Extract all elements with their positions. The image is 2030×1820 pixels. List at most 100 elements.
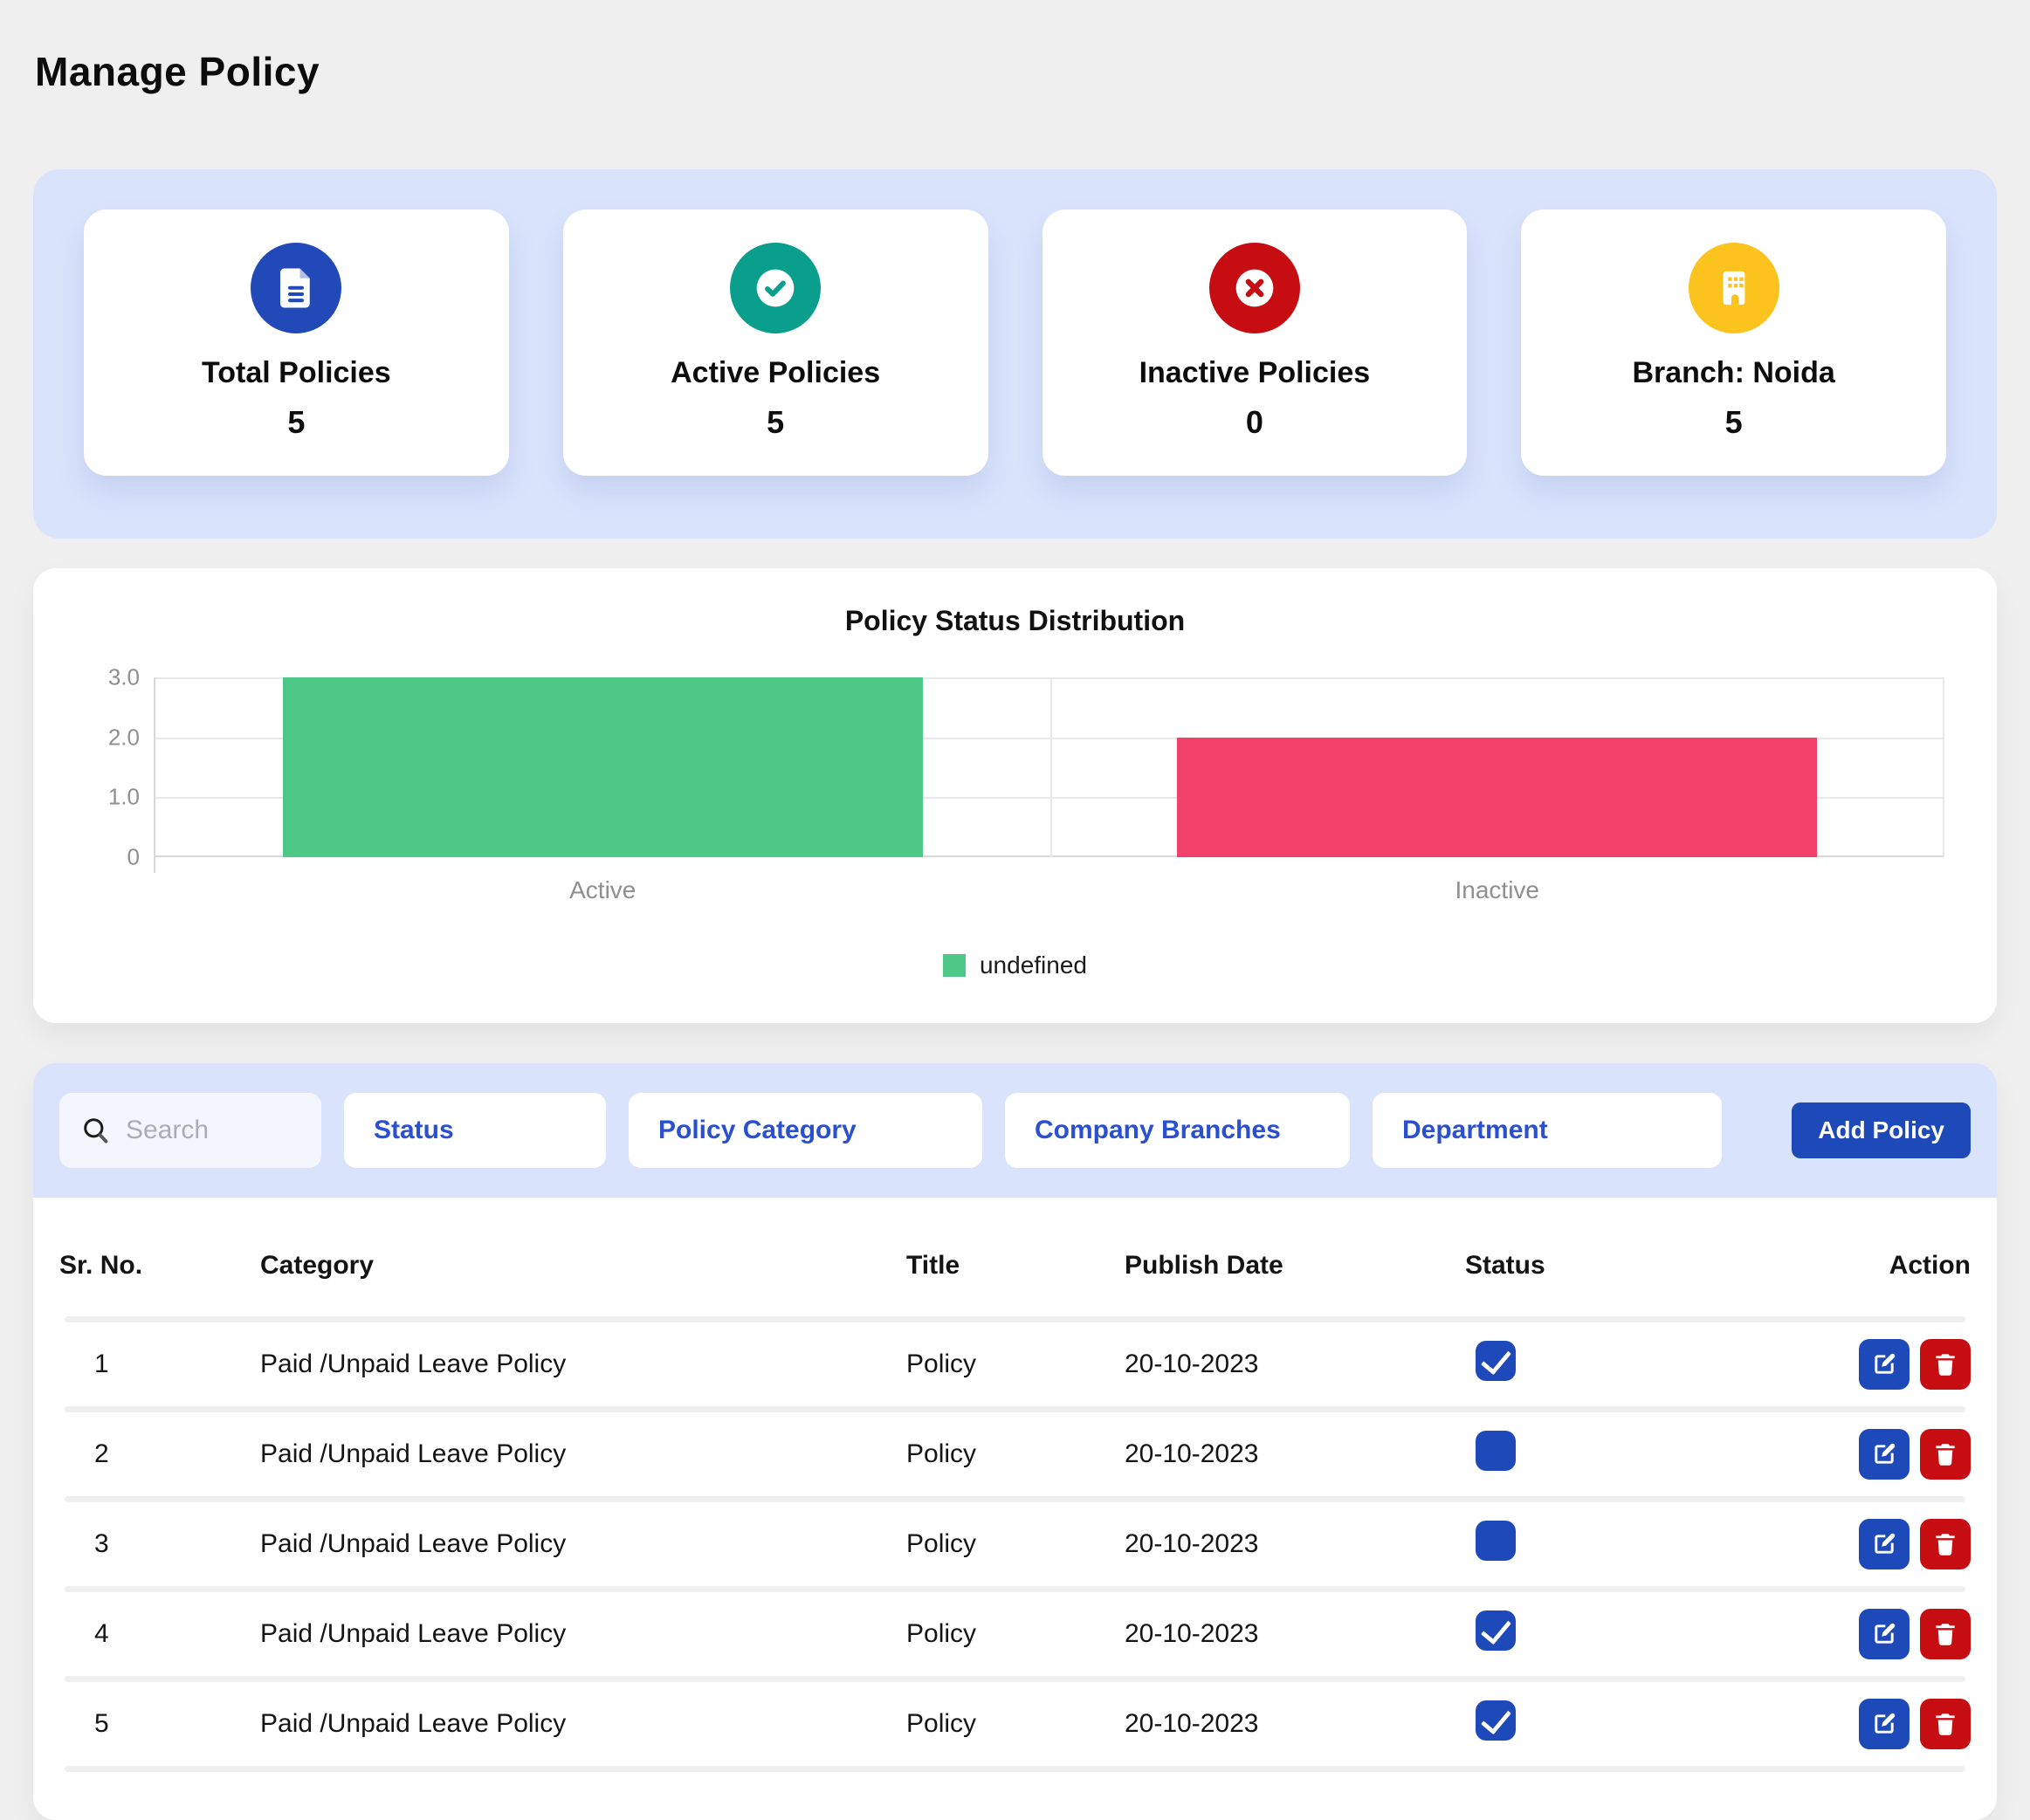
cell-category: Paid /Unpaid Leave Policy (260, 1439, 567, 1468)
search-input[interactable] (126, 1116, 300, 1145)
status-checkbox[interactable] (1476, 1431, 1516, 1471)
y-tick: 3.0 (107, 663, 140, 690)
stat-value: 5 (287, 404, 306, 440)
check-circle-icon (730, 243, 822, 333)
chart-legend: undefined (86, 951, 1944, 979)
delete-button[interactable] (1920, 1429, 1971, 1480)
plot-area (154, 677, 1944, 873)
cell-sr-no: 1 (94, 1350, 109, 1378)
edit-button[interactable] (1859, 1699, 1910, 1749)
dropdown-status[interactable]: Status (344, 1093, 606, 1168)
status-checkbox[interactable] (1476, 1611, 1516, 1651)
cell-title: Policy (906, 1529, 977, 1558)
cell-publish-date: 20-10-2023 (1125, 1619, 1259, 1648)
edit-button[interactable] (1859, 1609, 1910, 1659)
bar-chart: 3.0 2.0 1.0 0 (86, 664, 1944, 873)
column-header-status: Status (1465, 1251, 1545, 1280)
edit-button[interactable] (1859, 1339, 1910, 1390)
row-divider (65, 1586, 1965, 1592)
stat-card-branch: Branch: Noida 5 (1521, 209, 1946, 476)
row-divider (65, 1316, 1965, 1322)
table-row: 1 Paid /Unpaid Leave Policy Policy 20-10… (33, 1322, 1997, 1406)
row-divider (65, 1676, 1965, 1682)
bar-inactive (1177, 737, 1817, 857)
cell-publish-date: 20-10-2023 (1125, 1350, 1259, 1378)
filter-bar: Status Policy Category Company Branches … (33, 1063, 1997, 1198)
status-checkbox[interactable] (1476, 1341, 1516, 1381)
stat-value: 5 (1724, 404, 1743, 440)
column-header-action: Action (1889, 1251, 1971, 1280)
gridline (1049, 677, 1052, 857)
edit-icon (1875, 1533, 1896, 1554)
y-tick: 2.0 (107, 724, 140, 751)
cell-category: Paid /Unpaid Leave Policy (260, 1529, 567, 1558)
dropdown-company-branches[interactable]: Company Branches (1005, 1093, 1350, 1168)
document-icon (251, 243, 342, 333)
x-label-active: Active (569, 876, 637, 903)
delete-button[interactable] (1920, 1519, 1971, 1569)
stat-label: Active Policies (671, 356, 881, 389)
status-checkbox[interactable] (1476, 1700, 1516, 1741)
policy-table: Sr. No. Category Title Publish Date Stat… (33, 1198, 1997, 1820)
status-checkbox[interactable] (1476, 1521, 1516, 1561)
edit-icon (1875, 1443, 1896, 1464)
chart-title: Policy Status Distribution (844, 605, 1186, 636)
cell-publish-date: 20-10-2023 (1125, 1529, 1259, 1558)
add-policy-button[interactable]: Add Policy (1792, 1102, 1971, 1158)
table-row: 2 Paid /Unpaid Leave Policy Policy 20-10… (33, 1412, 1997, 1496)
cell-title: Policy (906, 1350, 977, 1378)
trash-icon (1936, 1444, 1955, 1466)
legend-swatch[interactable] (942, 954, 966, 977)
stat-value: 5 (767, 404, 785, 440)
edit-button[interactable] (1859, 1429, 1910, 1480)
stat-value: 0 (1245, 404, 1263, 440)
stat-card-active-policies: Active Policies 5 (562, 209, 988, 476)
table-row: 5 Paid /Unpaid Leave Policy Policy 20-10… (33, 1682, 1997, 1766)
search-box[interactable] (59, 1093, 321, 1168)
column-header-title: Title (906, 1251, 960, 1280)
cell-sr-no: 4 (94, 1619, 109, 1648)
bar-active (282, 677, 923, 857)
stat-card-total-policies: Total Policies 5 (84, 209, 509, 476)
row-divider (65, 1406, 1965, 1412)
y-axis: 3.0 2.0 1.0 0 (86, 664, 154, 870)
x-circle-icon (1208, 243, 1300, 333)
stat-label: Inactive Policies (1139, 356, 1371, 389)
gridline (1943, 677, 1944, 857)
trash-icon (1936, 1624, 1955, 1645)
stat-label: Total Policies (202, 356, 391, 389)
cell-category: Paid /Unpaid Leave Policy (260, 1350, 567, 1378)
edit-button[interactable] (1859, 1519, 1910, 1569)
table-header-row: Sr. No. Category Title Publish Date Stat… (33, 1215, 1997, 1316)
table-row: 4 Paid /Unpaid Leave Policy Policy 20-10… (33, 1592, 1997, 1676)
column-header-sr-no: Sr. No. (59, 1251, 143, 1280)
edit-icon (1875, 1713, 1896, 1734)
cell-sr-no: 5 (94, 1709, 109, 1738)
policy-status-chart-card: Policy Status Distribution 3.0 2.0 1.0 0 (33, 568, 1997, 1023)
building-icon (1688, 243, 1779, 333)
stat-label: Branch: Noida (1632, 356, 1835, 389)
delete-button[interactable] (1920, 1339, 1971, 1390)
cell-category: Paid /Unpaid Leave Policy (260, 1709, 567, 1738)
edit-icon (1875, 1623, 1896, 1644)
cell-sr-no: 2 (94, 1439, 109, 1468)
row-divider (65, 1496, 1965, 1502)
column-header-publish-date: Publish Date (1125, 1251, 1283, 1280)
legend-label[interactable]: undefined (979, 951, 1087, 979)
cell-category: Paid /Unpaid Leave Policy (260, 1619, 567, 1648)
y-tick: 1.0 (107, 783, 140, 810)
delete-button[interactable] (1920, 1699, 1971, 1749)
table-row: 3 Paid /Unpaid Leave Policy Policy 20-10… (33, 1502, 1997, 1586)
cell-title: Policy (906, 1619, 977, 1648)
policy-list-card: Status Policy Category Company Branches … (33, 1063, 1997, 1820)
axis-tick (154, 857, 155, 873)
x-axis-labels: Active Inactive (155, 876, 1944, 904)
cell-title: Policy (906, 1439, 977, 1468)
cell-sr-no: 3 (94, 1529, 109, 1558)
dropdown-department[interactable]: Department (1373, 1093, 1722, 1168)
dropdown-policy-category[interactable]: Policy Category (629, 1093, 982, 1168)
delete-button[interactable] (1920, 1609, 1971, 1659)
stats-banner: Total Policies 5 Active Policies 5 Inact… (33, 169, 1997, 539)
trash-icon (1936, 1354, 1955, 1376)
